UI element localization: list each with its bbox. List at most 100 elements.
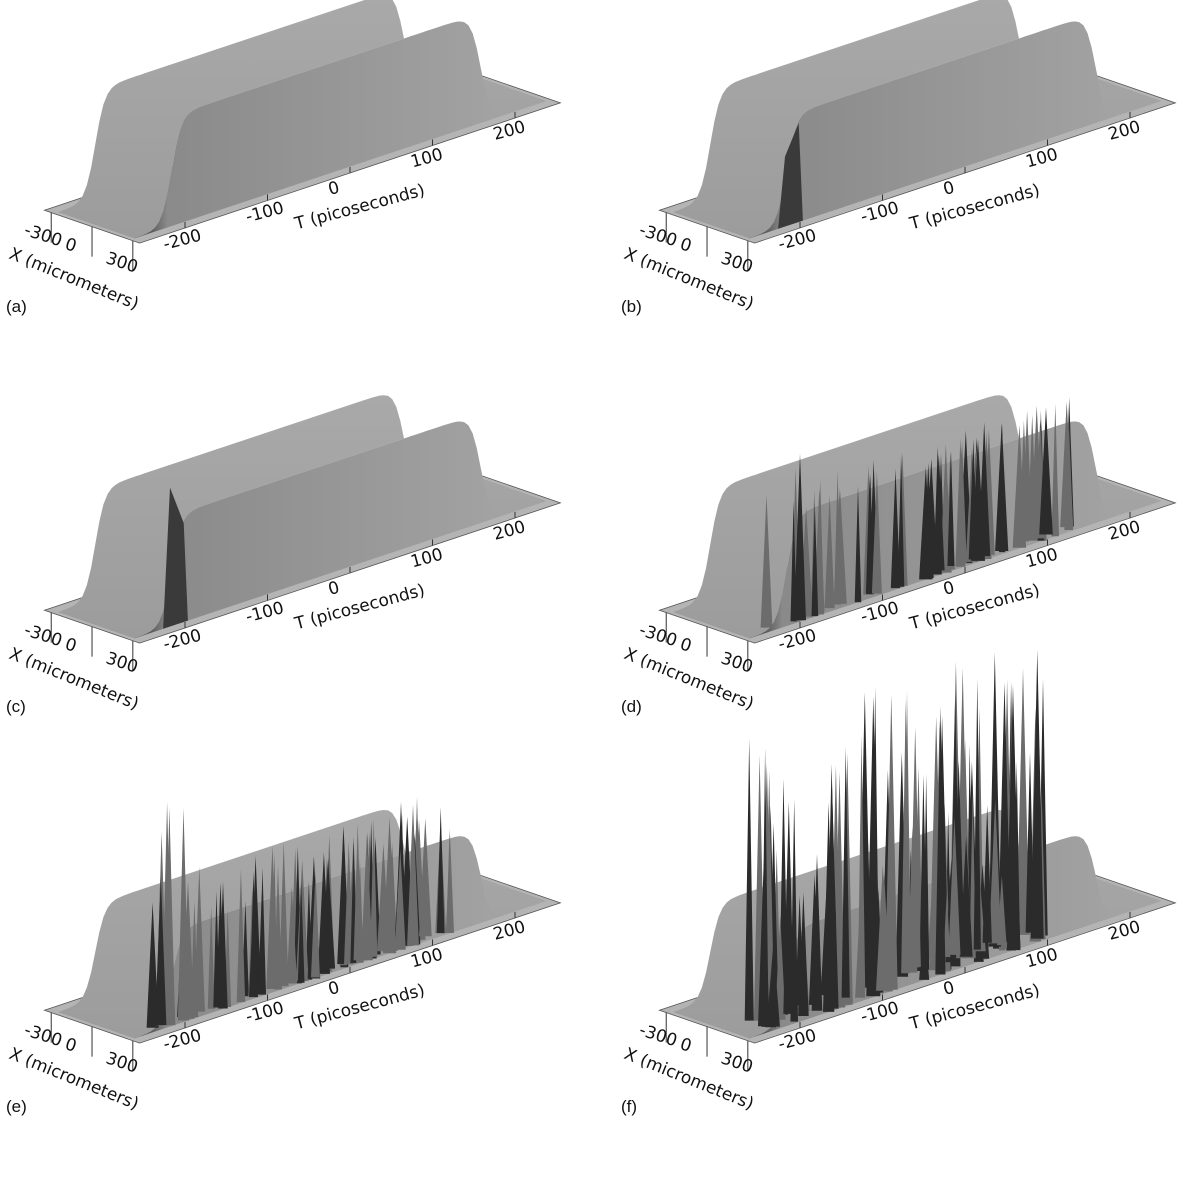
spike bbox=[317, 852, 330, 974]
spike bbox=[866, 473, 875, 595]
spike bbox=[825, 782, 839, 1009]
spike bbox=[250, 871, 258, 994]
spike bbox=[824, 494, 835, 609]
x-tick-label: 0 bbox=[62, 1034, 78, 1056]
x-tick-label: 0 bbox=[677, 634, 693, 656]
t-axis-title: T (picoseconds) bbox=[292, 580, 427, 634]
spike bbox=[968, 439, 978, 560]
spike bbox=[1006, 685, 1020, 937]
edge-peak bbox=[778, 123, 803, 229]
spike bbox=[271, 851, 278, 987]
spike bbox=[811, 503, 819, 617]
spike bbox=[146, 902, 159, 1028]
t-tick-label: 0 bbox=[326, 978, 342, 1000]
spike bbox=[297, 881, 305, 983]
spike bbox=[1016, 668, 1030, 935]
spike bbox=[761, 747, 769, 1027]
x-tick-label: 300 bbox=[718, 649, 755, 678]
x-tick-label: 300 bbox=[103, 249, 140, 278]
spike bbox=[982, 804, 992, 943]
spike bbox=[901, 699, 911, 974]
spike bbox=[783, 801, 795, 1014]
spike bbox=[885, 694, 898, 990]
x-tick-label: -300 bbox=[22, 220, 65, 251]
spike bbox=[311, 871, 320, 978]
t-axis-title: T (picoseconds) bbox=[292, 980, 427, 1034]
x-tick-label: 300 bbox=[103, 1049, 140, 1078]
spike bbox=[808, 875, 821, 1005]
spike bbox=[997, 875, 1007, 946]
spike bbox=[218, 881, 228, 1009]
x-tick-label: 300 bbox=[718, 1049, 755, 1078]
t-tick-label: 0 bbox=[326, 178, 342, 200]
spike bbox=[909, 727, 921, 967]
spike bbox=[236, 869, 246, 1003]
x-tick-label: 0 bbox=[62, 634, 78, 656]
spike bbox=[744, 738, 754, 1021]
x-tick-label: 300 bbox=[718, 249, 755, 278]
spike bbox=[948, 816, 961, 955]
spike bbox=[866, 696, 881, 997]
spike bbox=[766, 943, 780, 1027]
spike bbox=[394, 849, 406, 950]
pulse-front bbox=[134, 421, 547, 639]
t-tick-label: 0 bbox=[941, 578, 957, 600]
spike bbox=[973, 678, 981, 950]
x-tick-label: -300 bbox=[637, 220, 680, 251]
pulse-front bbox=[749, 421, 1162, 639]
edge-peak bbox=[163, 487, 188, 629]
spike bbox=[1039, 407, 1053, 535]
spike bbox=[419, 818, 432, 937]
spike bbox=[947, 451, 955, 566]
panel-label: (d) bbox=[621, 697, 642, 716]
spike bbox=[344, 842, 354, 965]
x-tick-label: 0 bbox=[677, 234, 693, 256]
spike bbox=[943, 892, 951, 958]
x-tick-label: -300 bbox=[637, 1020, 680, 1051]
t-axis-title: T (picoseconds) bbox=[292, 180, 427, 234]
x-tick-label: -300 bbox=[637, 620, 680, 651]
spike bbox=[841, 746, 850, 998]
t-tick-label: 0 bbox=[941, 178, 957, 200]
pulse-front bbox=[134, 21, 547, 239]
spike bbox=[407, 804, 419, 946]
x-tick-label: 0 bbox=[62, 234, 78, 256]
spike bbox=[978, 422, 991, 557]
spike bbox=[353, 823, 362, 961]
spike bbox=[1030, 649, 1044, 939]
spike bbox=[155, 876, 167, 1025]
spike bbox=[370, 818, 378, 957]
spike bbox=[857, 735, 866, 991]
x-tick-label: -300 bbox=[22, 1020, 65, 1051]
panel-label: (b) bbox=[621, 297, 642, 316]
spike bbox=[177, 808, 190, 1021]
panel-label: (e) bbox=[6, 1097, 27, 1116]
spike bbox=[988, 798, 1002, 944]
panel-label: (f) bbox=[621, 1097, 637, 1116]
spike bbox=[207, 906, 215, 1009]
spike bbox=[933, 453, 945, 571]
spike bbox=[798, 892, 809, 1016]
pulse-front bbox=[749, 21, 1162, 239]
t-tick-label: 0 bbox=[941, 978, 957, 1000]
spike bbox=[919, 774, 928, 969]
panel-label: (a) bbox=[6, 297, 27, 316]
spike bbox=[854, 485, 862, 603]
spike bbox=[1051, 403, 1059, 537]
spike bbox=[890, 469, 901, 589]
spike bbox=[361, 834, 373, 961]
panel-label: (c) bbox=[6, 697, 26, 716]
t-tick-label: 0 bbox=[326, 578, 342, 600]
spike bbox=[436, 807, 445, 934]
x-tick-label: 0 bbox=[677, 1034, 693, 1056]
spike bbox=[775, 915, 786, 1020]
spike bbox=[286, 886, 298, 984]
spike bbox=[871, 471, 882, 594]
